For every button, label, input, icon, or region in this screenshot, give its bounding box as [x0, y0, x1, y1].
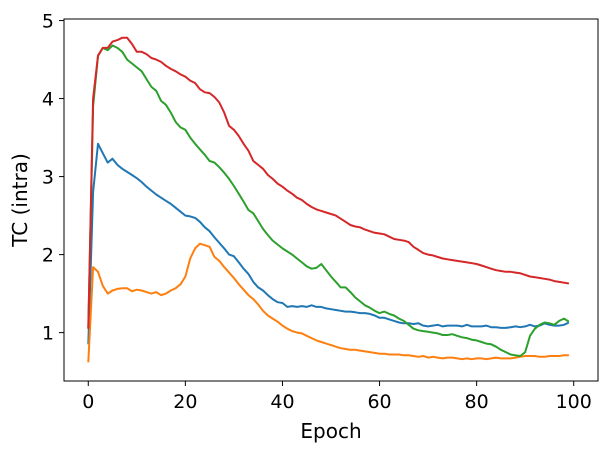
- series-layer: [87, 36, 570, 363]
- x-tick-label: 60: [367, 391, 391, 413]
- series-line-2: [87, 242, 569, 363]
- y-tick-label: 2: [42, 245, 54, 267]
- series-line-1: [87, 142, 570, 345]
- x-tick-label: 80: [465, 391, 489, 413]
- y-tick-label: 4: [42, 89, 54, 111]
- y-axis-label: TC (intra): [8, 153, 32, 248]
- y-tick-label: 5: [42, 11, 54, 33]
- y-axis-ticks: 1 2 3 4 5: [42, 11, 64, 345]
- x-tick-label: 40: [270, 391, 294, 413]
- y-tick-label: 3: [42, 167, 54, 189]
- y-tick-label: 1: [42, 323, 54, 345]
- x-tick-label: 100: [556, 391, 592, 413]
- x-tick-label: 20: [173, 391, 197, 413]
- plot-frame: [63, 18, 599, 382]
- series-line-4: [87, 36, 570, 329]
- x-axis-ticks: 0 20 40 60 80 100: [82, 381, 592, 413]
- x-axis-label: Epoch: [300, 419, 361, 443]
- x-tick-label: 0: [82, 391, 94, 413]
- series-line-3: [87, 44, 570, 357]
